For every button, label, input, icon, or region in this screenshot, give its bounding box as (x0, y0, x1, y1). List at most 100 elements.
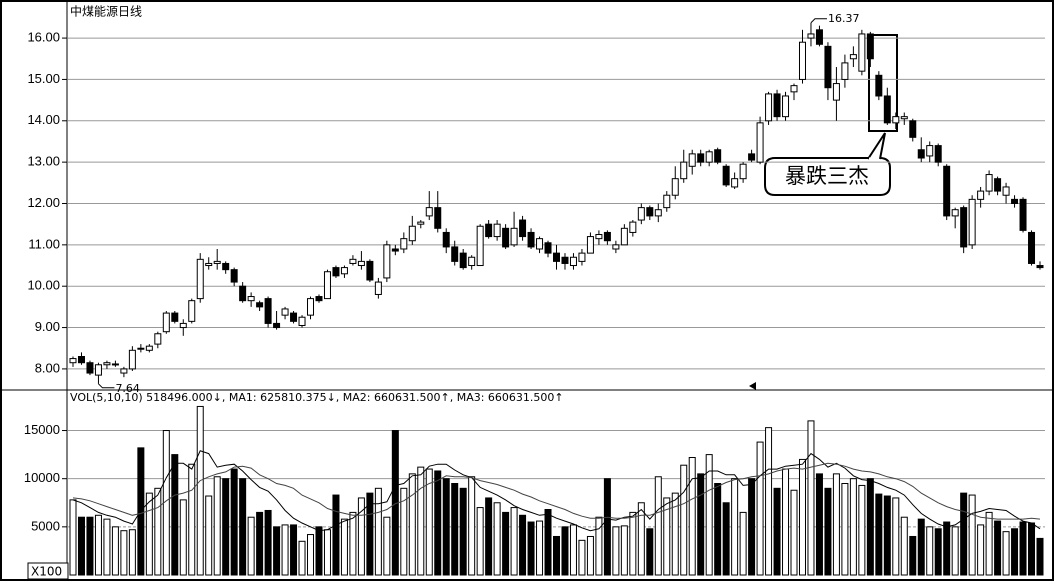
candle-body (756, 122, 764, 163)
volume-bar (680, 464, 688, 576)
volume-bar (849, 478, 857, 576)
volume-bar (960, 492, 968, 576)
volume-bar (926, 526, 934, 576)
candle-body (654, 209, 662, 217)
volume-bar (671, 492, 679, 576)
candle-body (977, 190, 985, 200)
candle-body (323, 271, 331, 300)
candle-body (637, 207, 645, 221)
cursor-marker (749, 382, 756, 390)
volume-bar (417, 466, 425, 576)
volume-bar (544, 509, 552, 576)
candle-body (612, 244, 620, 250)
candle-body (128, 349, 136, 370)
candle-body (985, 174, 993, 192)
candle-body (934, 145, 942, 163)
candle-body (391, 248, 399, 252)
volume-bar (705, 454, 713, 576)
volume-bar (383, 516, 391, 576)
candle-body (349, 258, 357, 264)
candle-body (790, 85, 798, 93)
volume-bar (366, 492, 374, 576)
candle-body (374, 281, 382, 295)
candle-body (620, 227, 628, 246)
candle-body (519, 219, 527, 238)
candle-body (485, 223, 493, 238)
candle-body (714, 149, 722, 163)
candle-body (926, 145, 934, 157)
y-tick-label: 12.00 (27, 195, 60, 210)
volume-bar (468, 476, 476, 576)
volume-bar (340, 518, 348, 576)
stock-title: 中煤能源日线 (70, 4, 142, 19)
candle-body (400, 238, 408, 250)
candle-body (722, 165, 730, 186)
volume-bar (697, 473, 705, 576)
y-tick-label: 10.00 (27, 278, 60, 293)
candle-body (773, 93, 781, 118)
candle-body (256, 302, 264, 308)
candle-body (111, 363, 119, 366)
volume-bar (239, 478, 247, 576)
candle-body (307, 298, 315, 316)
volume-bar (1036, 537, 1044, 576)
volume-bar (256, 511, 264, 576)
volume-bar (315, 526, 323, 576)
volume-bar (790, 489, 798, 576)
candle-body (841, 62, 849, 80)
candle-body (782, 95, 790, 118)
candle-body (188, 300, 196, 322)
volume-bar (578, 539, 586, 576)
volume-bar (815, 473, 823, 576)
y-tick-label: 15.00 (27, 71, 60, 86)
candle-body (103, 362, 111, 366)
volume-bar (586, 535, 594, 576)
y-tick-label: 5000 (31, 518, 60, 533)
candle-body (807, 33, 815, 39)
candle-body (94, 364, 102, 376)
candle-body (798, 41, 806, 80)
candle-body (179, 322, 187, 329)
candle-body (137, 347, 145, 350)
volume-bar (408, 473, 416, 576)
volume-bar (883, 495, 891, 576)
callout-tail (867, 132, 886, 160)
volume-bar (646, 528, 654, 576)
candle-body (451, 246, 459, 262)
volume-bar (188, 463, 196, 576)
volume-bar (332, 494, 340, 576)
candle-body (671, 178, 679, 196)
volume-bar (527, 521, 535, 576)
volume-bar (832, 473, 840, 576)
candle-body (875, 74, 883, 97)
volume-bar (222, 478, 230, 576)
volume-bar (1019, 521, 1027, 576)
y-tick-label: 14.00 (27, 112, 60, 127)
candle-body (603, 231, 611, 242)
volume-bar (290, 524, 298, 576)
candle-body (459, 252, 467, 269)
y-tick-label: 10000 (24, 470, 60, 485)
candle-body (646, 207, 654, 217)
candle-body (154, 333, 162, 345)
candle-body (900, 116, 908, 120)
volume-bar (1011, 528, 1019, 576)
candle-body (553, 252, 560, 262)
candle-body (281, 308, 289, 316)
volume-bar (620, 525, 628, 576)
volume-bar (69, 499, 77, 576)
volume-bar (323, 529, 331, 576)
candle-body (595, 234, 603, 240)
volume-bar (994, 520, 1002, 576)
candle-body (739, 163, 747, 180)
candle-body (578, 252, 586, 262)
candle-body (815, 29, 823, 45)
candle-body (213, 260, 221, 264)
volume-bar (536, 520, 544, 576)
candle-body (222, 262, 230, 271)
volume-bar (663, 497, 671, 576)
volume-bar (476, 507, 484, 576)
volume-bar (765, 427, 773, 576)
volume-bar (603, 478, 611, 576)
volume-bar (349, 511, 357, 576)
